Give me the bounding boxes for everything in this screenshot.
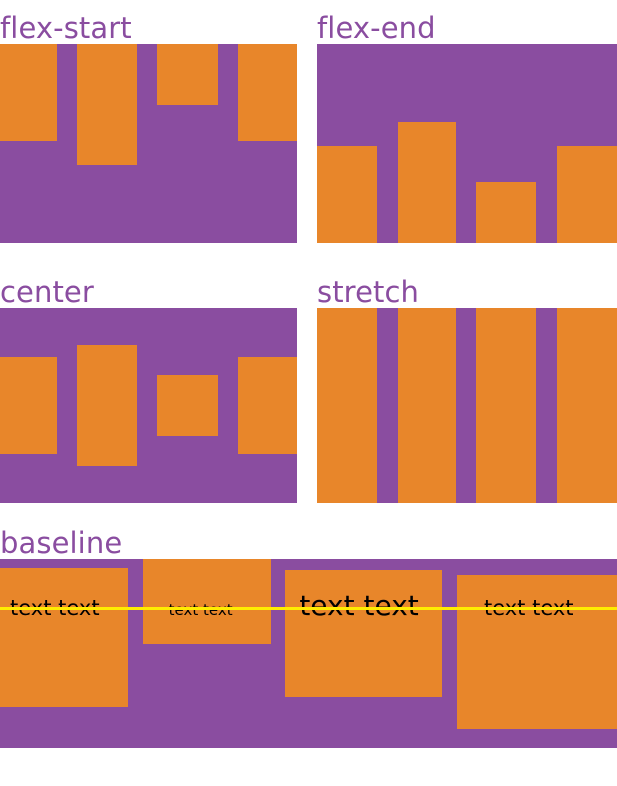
panel-label-flex-end: flex-end [317,11,436,45]
flex-item [397,122,456,243]
flex-item: text text [0,568,128,707]
flex-item: text text [285,570,443,697]
flex-container-center [0,308,297,503]
flex-item [397,308,456,503]
flex-container-stretch [317,308,617,503]
flex-item: text text [456,575,617,729]
demo-panel-flex-start: flex-start [0,14,297,243]
flex-container-baseline: text text text text text text text text [0,559,617,748]
panel-label-flex-start: flex-start [0,11,132,45]
panel-label-stretch: stretch [317,275,420,309]
flex-item [238,357,297,454]
flex-item [556,308,617,503]
flex-item-text: text text [168,601,233,619]
flex-item: text text [142,559,271,644]
demo-panel-stretch: stretch [317,278,617,503]
flex-item-text: text text [299,589,419,622]
flex-item [77,345,137,466]
flex-item [0,44,57,141]
flex-item [77,44,137,165]
flex-item [476,308,537,503]
flex-item [157,375,218,436]
panel-label-center: center [0,275,94,309]
panel-label-baseline: baseline [0,526,123,560]
flex-item [0,357,57,454]
demo-panel-center: center [0,278,297,503]
demo-panel-baseline: baseline text text text text text text text… [0,529,617,748]
flex-item [317,308,377,503]
flex-container-flex-end [317,44,617,243]
demo-panel-flex-end: flex-end [317,14,617,243]
flex-item [317,146,377,243]
flex-item [238,44,297,141]
flex-item [157,44,218,105]
flex-item [476,182,537,243]
flex-item-text: text text [10,596,100,620]
flex-item [556,146,617,243]
flex-container-flex-start [0,44,297,243]
flex-item-text: text text [483,596,574,620]
